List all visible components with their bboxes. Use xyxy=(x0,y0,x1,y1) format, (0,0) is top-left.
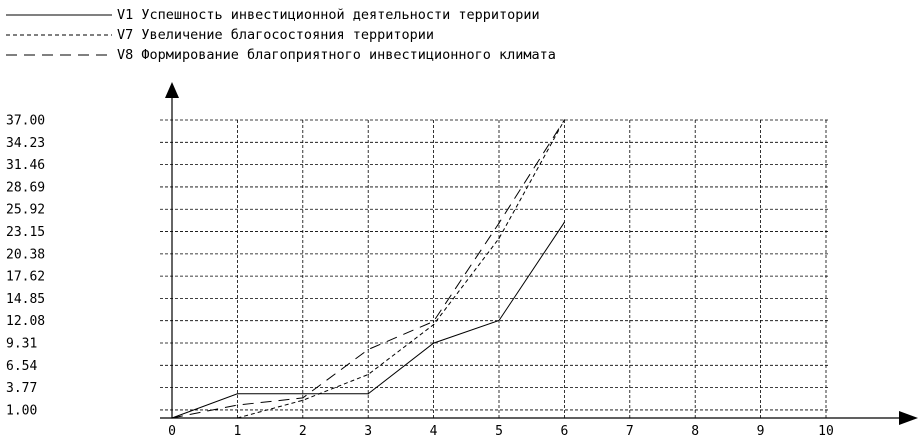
y-tick-label: 12.08 xyxy=(6,314,45,329)
legend-label-3: V8 Формирование благоприятного инвестици… xyxy=(117,47,556,63)
y-tick-label: 17.62 xyxy=(6,270,45,285)
series-3-point xyxy=(171,417,173,419)
series-1-point xyxy=(498,319,500,322)
series-line-2 xyxy=(237,119,565,419)
y-tick-label: 34.23 xyxy=(6,136,45,151)
series-2-point xyxy=(236,417,238,419)
x-tick-label: 3 xyxy=(364,424,372,439)
y-tick-label: 23.15 xyxy=(6,225,45,240)
x-tick-label: 7 xyxy=(626,424,634,439)
series-3-point xyxy=(563,119,566,121)
series-1-point xyxy=(236,393,238,395)
series-2-point xyxy=(302,399,304,401)
legend: V1 Успешность инвестиционной деятельност… xyxy=(6,7,556,63)
series-2-point xyxy=(367,373,369,376)
series-1-point xyxy=(563,221,566,223)
legend-label-2: V7 Увеличение благосостояния территории xyxy=(117,27,434,43)
y-tick-label: 9.31 xyxy=(6,337,37,352)
y-tick-label: 20.38 xyxy=(6,247,45,262)
axes xyxy=(160,82,918,425)
series-3-point xyxy=(433,320,435,322)
y-tick-label: 28.69 xyxy=(6,180,45,195)
x-tick-label: 2 xyxy=(299,424,307,439)
x-axis-arrowhead xyxy=(899,411,918,425)
x-tick-label: 9 xyxy=(757,424,765,439)
series-2-point xyxy=(498,237,500,239)
legend-label-1: V1 Успешность инвестиционной деятельност… xyxy=(117,7,540,23)
x-tick-label: 8 xyxy=(691,424,699,439)
series-3-point xyxy=(498,222,500,224)
series-2-point xyxy=(433,323,435,326)
x-tick-label: 6 xyxy=(560,424,568,439)
series-lines xyxy=(171,119,566,419)
x-tick-label: 4 xyxy=(430,424,438,439)
y-tick-label: 6.54 xyxy=(6,359,37,374)
y-tick-labels: 37.00 34.23 31.46 28.69 25.92 23.15 20.38 17.62… xyxy=(6,114,45,419)
series-1-point xyxy=(433,342,435,344)
series-1-point xyxy=(367,393,369,395)
y-tick-label: 1.00 xyxy=(6,403,37,418)
y-tick-label: 25.92 xyxy=(6,203,45,218)
series-3-point xyxy=(367,348,369,351)
y-tick-label: 3.77 xyxy=(6,381,37,396)
y-tick-label: 14.85 xyxy=(6,292,45,307)
x-tick-label: 1 xyxy=(233,424,241,439)
x-tick-labels: 0 1 2 3 4 5 6 7 8 9 10 xyxy=(168,424,834,439)
x-tick-label: 5 xyxy=(495,424,503,439)
y-tick-label: 31.46 xyxy=(6,158,45,173)
grid xyxy=(160,119,828,418)
series-1-point xyxy=(302,393,304,395)
series-3-point xyxy=(302,397,304,399)
y-tick-label: 37.00 xyxy=(6,114,45,129)
series-3-point xyxy=(236,404,238,406)
y-axis-arrowhead xyxy=(165,82,179,98)
x-tick-label: 0 xyxy=(168,424,176,439)
x-tick-label: 10 xyxy=(818,424,834,439)
